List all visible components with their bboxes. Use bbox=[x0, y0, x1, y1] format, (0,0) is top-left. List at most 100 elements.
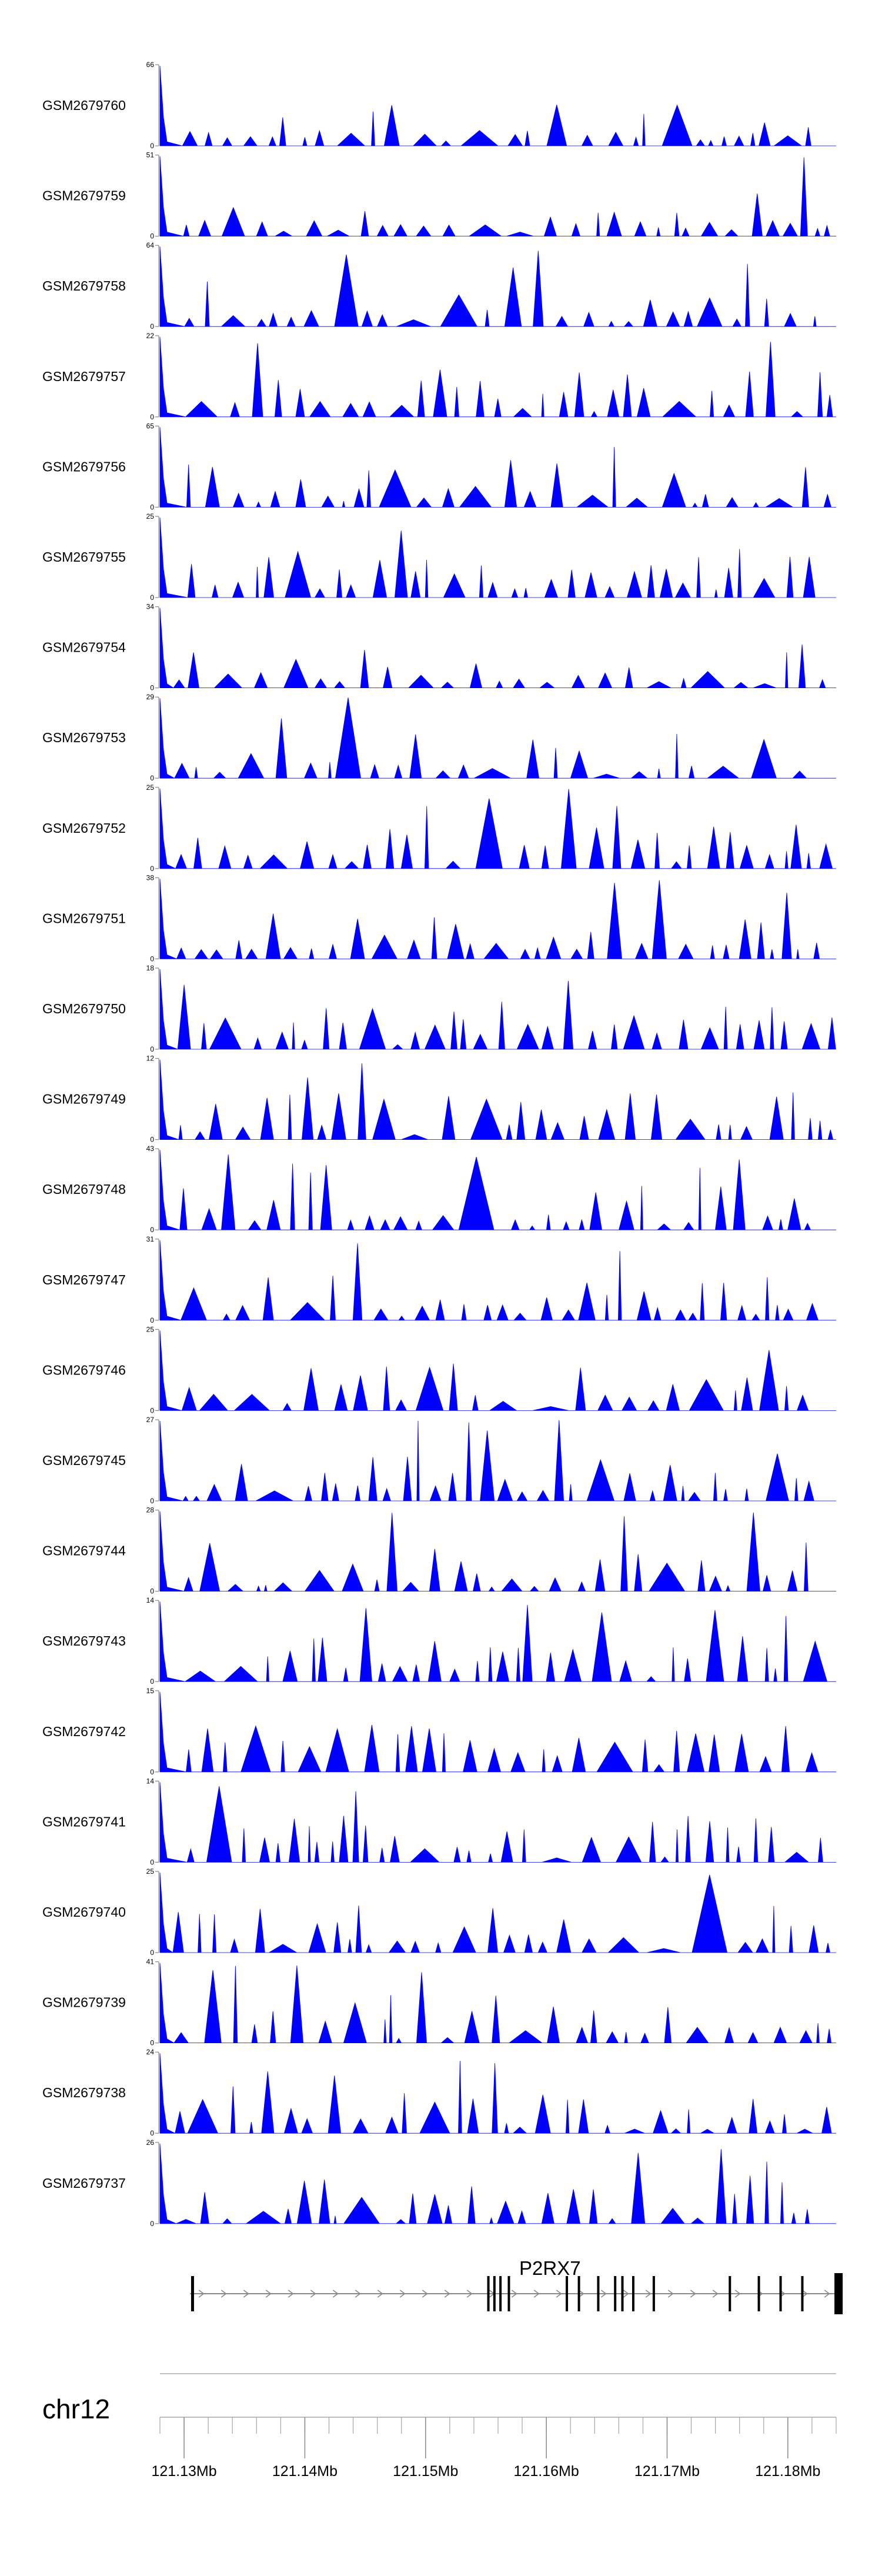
y-max-label: 41 bbox=[146, 1958, 155, 1966]
track-GSM2679740: GSM2679740 25 0 bbox=[42, 1867, 836, 1957]
coverage-area bbox=[159, 1511, 836, 1592]
y-max-label: 14 bbox=[146, 1596, 155, 1604]
coverage-area bbox=[159, 1601, 836, 1682]
coverage-area bbox=[159, 246, 836, 327]
y-max-label: 26 bbox=[146, 2138, 155, 2147]
coverage-area bbox=[159, 336, 836, 418]
track-GSM2679739: GSM2679739 41 0 bbox=[42, 1958, 836, 2047]
track-label: GSM2679739 bbox=[42, 1995, 126, 2010]
track-GSM2679755: GSM2679755 25 0 bbox=[42, 512, 836, 602]
y-max-label: 28 bbox=[146, 1506, 155, 1514]
track-label: GSM2679758 bbox=[42, 278, 126, 293]
coverage-area bbox=[159, 1150, 836, 1230]
strand-chevron bbox=[645, 2290, 652, 2298]
y-max-label: 25 bbox=[146, 1867, 155, 1876]
y-min-label: 0 bbox=[150, 1316, 154, 1324]
y-max-label: 24 bbox=[146, 2048, 155, 2056]
axis-tick-label: 121.13Mb bbox=[151, 2463, 216, 2480]
exon bbox=[632, 2276, 634, 2311]
y-min-label: 0 bbox=[150, 955, 154, 963]
strand-chevron bbox=[422, 2290, 428, 2298]
coverage-area bbox=[159, 1059, 836, 1140]
y-min-label: 0 bbox=[150, 1045, 154, 1053]
y-min-label: 0 bbox=[150, 1136, 154, 1144]
track-label: GSM2679745 bbox=[42, 1453, 126, 1468]
strand-chevron bbox=[265, 2290, 272, 2298]
genome-axis: chr12 121.13Mb 121.14Mb 121.15Mb 121.16Mb 121… bbox=[42, 2373, 837, 2480]
track-label: GSM2679753 bbox=[42, 730, 126, 745]
track-GSM2679760: GSM2679760 66 0 bbox=[42, 61, 836, 150]
y-max-label: 25 bbox=[146, 783, 155, 792]
strand-chevron bbox=[533, 2290, 540, 2298]
y-max-label: 38 bbox=[146, 873, 155, 882]
y-min-label: 0 bbox=[150, 322, 154, 331]
track-label: GSM2679742 bbox=[42, 1724, 126, 1739]
track-label: GSM2679748 bbox=[42, 1182, 126, 1197]
track-GSM2679750: GSM2679750 18 0 bbox=[42, 964, 836, 1053]
y-max-label: 64 bbox=[146, 241, 155, 249]
track-GSM2679758: GSM2679758 64 0 bbox=[42, 241, 836, 331]
axis-tick-label: 121.17Mb bbox=[634, 2463, 700, 2480]
y-min-label: 0 bbox=[150, 2220, 154, 2228]
exon bbox=[757, 2276, 760, 2311]
exon bbox=[834, 2273, 843, 2314]
y-min-label: 0 bbox=[150, 1226, 154, 1234]
y-max-label: 18 bbox=[146, 964, 155, 972]
strand-chevron bbox=[578, 2290, 584, 2298]
strand-chevron bbox=[466, 2290, 473, 2298]
strand-chevron bbox=[623, 2290, 629, 2298]
strand-chevron bbox=[355, 2290, 361, 2298]
strand-chevron bbox=[332, 2290, 339, 2298]
exon bbox=[801, 2276, 804, 2311]
y-max-label: 12 bbox=[146, 1055, 155, 1063]
y-max-label: 29 bbox=[146, 693, 155, 701]
strand-chevron bbox=[288, 2290, 294, 2298]
strand-chevron bbox=[220, 2290, 227, 2298]
y-min-label: 0 bbox=[150, 503, 154, 511]
track-GSM2679757: GSM2679757 22 0 bbox=[42, 332, 836, 421]
y-max-label: 31 bbox=[146, 1235, 155, 1243]
exon bbox=[597, 2276, 600, 2311]
y-max-label: 22 bbox=[146, 332, 155, 340]
track-label: GSM2679755 bbox=[42, 549, 126, 565]
track-label: GSM2679741 bbox=[42, 1814, 126, 1829]
strand-chevron bbox=[667, 2290, 674, 2298]
track-GSM2679753: GSM2679753 29 0 bbox=[42, 693, 836, 782]
coverage-area bbox=[159, 969, 836, 1050]
track-GSM2679751: GSM2679751 38 0 bbox=[42, 873, 836, 963]
y-min-label: 0 bbox=[150, 1677, 154, 1686]
track-label: GSM2679759 bbox=[42, 188, 126, 203]
strand-chevron bbox=[801, 2290, 808, 2298]
coverage-area bbox=[159, 608, 836, 689]
axis-tick-label: 121.15Mb bbox=[393, 2463, 458, 2480]
exon bbox=[779, 2276, 782, 2311]
track-GSM2679749: GSM2679749 12 0 bbox=[42, 1055, 836, 1144]
y-max-label: 27 bbox=[146, 1416, 155, 1424]
y-min-label: 0 bbox=[150, 684, 154, 692]
coverage-tracks: GSM2679760660GSM2679759510GSM2679758640G… bbox=[42, 61, 836, 2228]
coverage-area bbox=[159, 2143, 836, 2224]
track-GSM2679759: GSM2679759 51 0 bbox=[42, 151, 836, 241]
y-max-label: 51 bbox=[146, 151, 155, 159]
strand-chevron bbox=[310, 2290, 316, 2298]
y-min-label: 0 bbox=[150, 2039, 154, 2047]
track-label: GSM2679760 bbox=[42, 98, 126, 113]
track-label: GSM2679756 bbox=[42, 459, 126, 474]
strand-chevron bbox=[198, 2290, 205, 2298]
exon bbox=[499, 2276, 502, 2311]
y-min-label: 0 bbox=[150, 413, 154, 421]
y-max-label: 25 bbox=[146, 512, 155, 520]
strand-chevron bbox=[734, 2290, 741, 2298]
strand-chevron bbox=[444, 2290, 450, 2298]
track-label: GSM2679737 bbox=[42, 2175, 126, 2191]
track-GSM2679738: GSM2679738 24 0 bbox=[42, 2048, 836, 2137]
strand-chevron bbox=[399, 2290, 406, 2298]
track-label: GSM2679743 bbox=[42, 1633, 126, 1649]
track-label: GSM2679750 bbox=[42, 1001, 126, 1016]
y-min-label: 0 bbox=[150, 774, 154, 782]
track-GSM2679737: GSM2679737 26 0 bbox=[42, 2138, 836, 2228]
coverage-area bbox=[159, 698, 836, 779]
track-GSM2679741: GSM2679741 14 0 bbox=[42, 1777, 836, 1866]
track-GSM2679742: GSM2679742 15 0 bbox=[42, 1687, 836, 1776]
strand-chevron bbox=[824, 2290, 830, 2298]
